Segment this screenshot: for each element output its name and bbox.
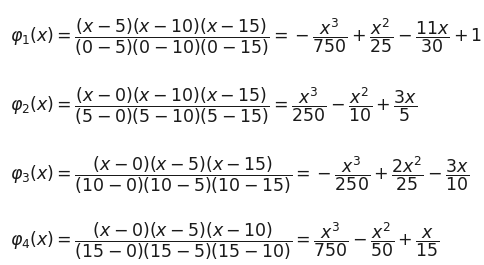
Text: $\varphi_1(x) = \dfrac{(x-5)(x-10)(x-15)}{(0-5)(0-10)(0-15)} = -\dfrac{x^3}{750}: $\varphi_1(x) = \dfrac{(x-5)(x-10)(x-15)… bbox=[10, 16, 481, 58]
Text: $\varphi_4(x) = \dfrac{(x-0)(x-5)(x-10)}{(15-0)(15-5)(15-10)} = \dfrac{x^3}{750}: $\varphi_4(x) = \dfrac{(x-0)(x-5)(x-10)}… bbox=[10, 220, 439, 262]
Text: $\varphi_2(x) = \dfrac{(x-0)(x-10)(x-15)}{(5-0)(5-10)(5-15)} = \dfrac{x^3}{250}-: $\varphi_2(x) = \dfrac{(x-0)(x-10)(x-15)… bbox=[10, 85, 416, 127]
Text: $\varphi_3(x) = \dfrac{(x-0)(x-5)(x-15)}{(10-0)(10-5)(10-15)} = -\dfrac{x^3}{250: $\varphi_3(x) = \dfrac{(x-0)(x-5)(x-15)}… bbox=[10, 154, 469, 196]
